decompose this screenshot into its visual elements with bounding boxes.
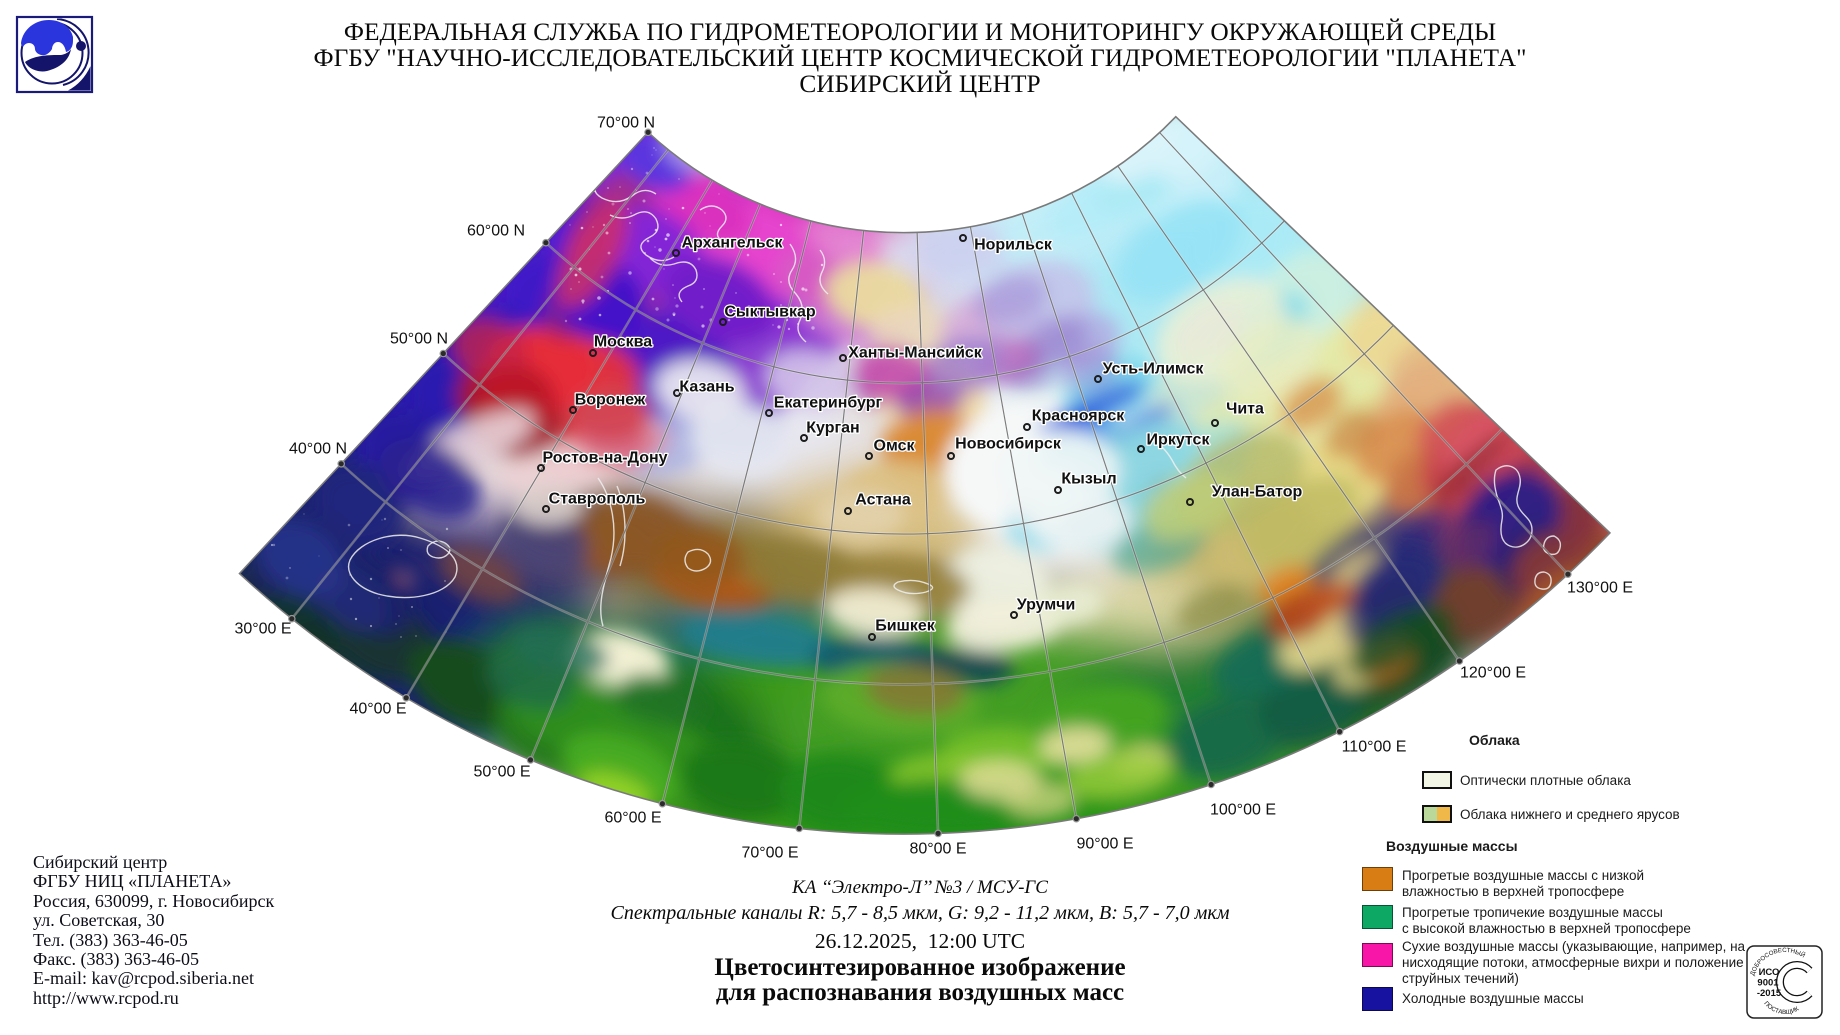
svg-text:Ростов-на-Дону: Ростов-на-Дону — [542, 450, 667, 467]
svg-text:40°00 N: 40°00 N — [289, 441, 347, 458]
svg-text:Ставрополь: Ставрополь — [549, 491, 646, 508]
svg-text:Архангельск: Архангельск — [681, 235, 783, 252]
svg-text:Чита: Чита — [1226, 401, 1264, 418]
svg-text:40°00 E: 40°00 E — [349, 701, 406, 718]
svg-text:Бишкек: Бишкек — [875, 618, 936, 635]
svg-text:Красноярск: Красноярск — [1032, 408, 1126, 425]
svg-text:-2015: -2015 — [1757, 988, 1782, 999]
svg-text:70°00 E: 70°00 E — [741, 845, 798, 862]
svg-text:Астана: Астана — [855, 492, 911, 509]
svg-text:Курган: Курган — [806, 420, 859, 437]
svg-text:Улан-Батор: Улан-Батор — [1212, 484, 1303, 501]
svg-text:ИСО: ИСО — [1759, 967, 1780, 978]
svg-text:Иркутск: Иркутск — [1147, 432, 1211, 449]
svg-text:50°00 E: 50°00 E — [473, 764, 530, 781]
svg-text:60°00 N: 60°00 N — [467, 223, 525, 240]
svg-text:9001: 9001 — [1757, 978, 1779, 989]
svg-text:Омск: Омск — [874, 438, 916, 455]
svg-text:Екатеринбург: Екатеринбург — [774, 395, 883, 412]
svg-text:Воронеж: Воронеж — [575, 392, 646, 409]
svg-text:110°00 E: 110°00 E — [1342, 739, 1407, 756]
svg-text:Москва: Москва — [594, 334, 652, 351]
svg-text:120°00 E: 120°00 E — [1460, 665, 1526, 682]
svg-text:Усть-Илимск: Усть-Илимск — [1103, 361, 1205, 378]
svg-text:90°00 E: 90°00 E — [1076, 836, 1133, 853]
svg-text:100°00 E: 100°00 E — [1210, 802, 1276, 819]
svg-text:Урумчи: Урумчи — [1017, 597, 1076, 614]
svg-text:Норильск: Норильск — [974, 237, 1053, 254]
svg-text:Казань: Казань — [679, 379, 734, 396]
svg-text:Сыктывкар: Сыктывкар — [724, 304, 815, 321]
svg-text:70°00 N: 70°00 N — [597, 115, 655, 132]
svg-text:60°00 E: 60°00 E — [604, 810, 661, 827]
svg-text:Новосибирск: Новосибирск — [955, 436, 1062, 453]
svg-text:30°00 E: 30°00 E — [234, 621, 291, 638]
svg-text:Ханты-Мансийск: Ханты-Мансийск — [848, 345, 983, 362]
svg-text:Кызыл: Кызыл — [1061, 471, 1116, 488]
svg-text:130°00 E: 130°00 E — [1567, 580, 1633, 597]
svg-text:50°00 N: 50°00 N — [390, 331, 448, 348]
svg-text:80°00 E: 80°00 E — [909, 841, 966, 858]
